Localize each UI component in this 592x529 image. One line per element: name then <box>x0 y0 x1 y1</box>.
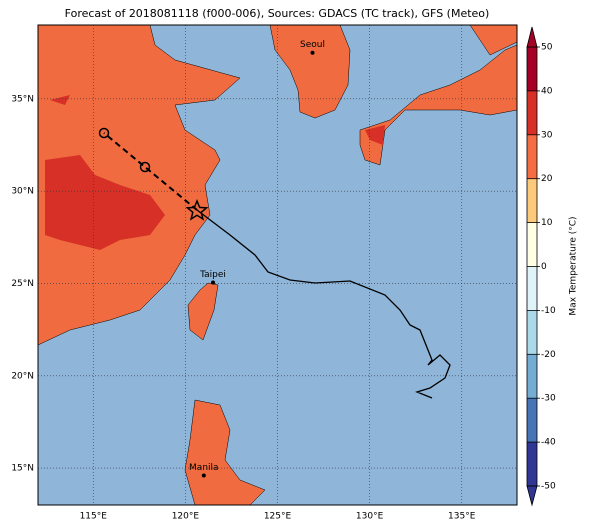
colorbar-label: Max Temperature (°C) <box>569 216 579 315</box>
map-frame <box>37 24 518 506</box>
japan <box>359 25 517 166</box>
lat-tick-label: 15°N <box>11 464 34 474</box>
lat-tick-label: 30°N <box>11 187 34 197</box>
philippines <box>184 399 266 505</box>
lat-tick-label: 35°N <box>11 94 34 104</box>
colorbar-tick-label: -40 <box>541 438 556 448</box>
forecast-point <box>98 127 110 139</box>
colorbar-bin <box>527 442 537 486</box>
lon-tick-label: 115°E <box>80 512 108 522</box>
korea <box>269 25 351 119</box>
lon-tick-label: 125°E <box>264 512 292 522</box>
colorbar-tick-label: -30 <box>541 394 556 404</box>
colorbar-tick-label: 40 <box>541 86 553 96</box>
tc-position <box>185 199 209 221</box>
colorbar-bin <box>527 310 537 355</box>
title: Forecast of 2018081118 (f000-006), Sourc… <box>65 7 490 20</box>
colorbar-bin <box>527 134 537 179</box>
colorbar-tick-label: 50 <box>541 43 553 53</box>
lat-tick-label: 25°N <box>11 279 34 289</box>
city-label: Taipei <box>199 270 226 280</box>
colorbar-bin <box>527 266 537 311</box>
colorbar-bin <box>527 90 537 135</box>
taiwan <box>187 282 219 341</box>
colorbar-bin <box>527 398 537 443</box>
city-marker <box>211 280 216 285</box>
colorbar-tick-label: -50 <box>541 482 556 492</box>
colorbar-tick-label: -20 <box>541 350 556 360</box>
colorbar-tick-label: 10 <box>541 218 553 228</box>
colorbar-tick-label: 30 <box>541 130 553 140</box>
colorbar-bin <box>527 178 537 223</box>
colorbar-bin <box>527 222 537 267</box>
forecast-point <box>139 161 151 173</box>
hot-area <box>45 95 165 250</box>
lon-tick-label: 130°E <box>356 512 384 522</box>
colorbar-bin <box>527 47 537 91</box>
city-label: Seoul <box>300 40 325 50</box>
lat-tick-label: 20°N <box>11 371 34 381</box>
colorbar-tick-label: -10 <box>541 306 556 316</box>
colorbar-tick-label: 0 <box>541 262 547 272</box>
city-marker <box>310 50 315 55</box>
map <box>38 25 517 505</box>
colorbar-extend-top <box>526 26 538 48</box>
tc-forecast <box>103 132 198 211</box>
hot-area <box>365 125 385 145</box>
china <box>38 25 241 346</box>
city-marker <box>201 473 206 478</box>
lon-tick-label: 135°E <box>448 512 476 522</box>
colorbar-tick-label: 20 <box>541 174 553 184</box>
tc-track <box>196 209 451 399</box>
colorbar-extend-bottom <box>526 485 538 507</box>
colorbar-bin <box>527 354 537 399</box>
lon-tick-label: 120°E <box>172 512 200 522</box>
city-label: Manila <box>189 463 219 473</box>
